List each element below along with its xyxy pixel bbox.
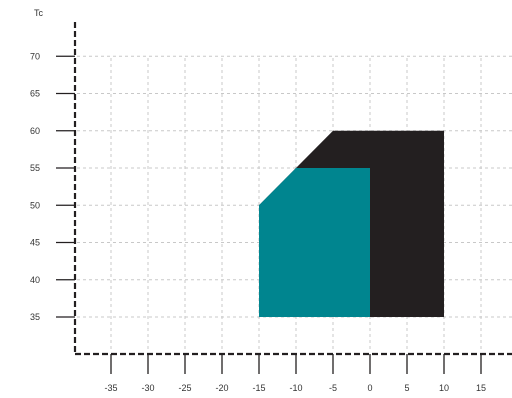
- x-tick-label: -35: [104, 383, 117, 393]
- y-tick-label: 35: [30, 312, 40, 322]
- x-tick-label: 15: [476, 383, 486, 393]
- y-tick-label: 40: [30, 275, 40, 285]
- y-tick-label: 55: [30, 163, 40, 173]
- regions: [259, 130, 444, 317]
- x-tick-label: -15: [252, 383, 265, 393]
- y-tick-label: 60: [30, 126, 40, 136]
- y-tick-label: 50: [30, 200, 40, 210]
- x-tick-label: -5: [329, 383, 337, 393]
- y-tick-label: 70: [30, 51, 40, 61]
- y-tick-label: 45: [30, 238, 40, 248]
- x-tick-label: -20: [215, 383, 228, 393]
- x-tick-label: 0: [367, 383, 372, 393]
- x-tick-label: 10: [439, 383, 449, 393]
- ticks: 35 40 45 50 55 60 65 70 -35 -30 -25 -20 -15 -10 -5 0 5 10…: [30, 51, 486, 393]
- x-tick-label: -10: [289, 383, 302, 393]
- y-axis-label: Tc: [34, 8, 44, 18]
- y-tick-label: 65: [30, 89, 40, 99]
- x-tick-label: -25: [178, 383, 191, 393]
- x-tick-label: -30: [141, 383, 154, 393]
- region-inner: [259, 168, 370, 317]
- x-tick-label: 5: [404, 383, 409, 393]
